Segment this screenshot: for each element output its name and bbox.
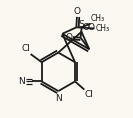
Text: S: S: [79, 20, 84, 29]
Text: O: O: [82, 23, 89, 32]
Text: O: O: [87, 23, 94, 32]
Text: N: N: [55, 94, 62, 103]
Text: Cl: Cl: [21, 44, 30, 53]
Text: CH₃: CH₃: [96, 24, 110, 33]
Text: O: O: [65, 33, 72, 42]
Text: CH₃: CH₃: [91, 14, 105, 23]
Text: O: O: [73, 7, 80, 16]
Text: Cl: Cl: [85, 90, 94, 99]
Text: N: N: [19, 77, 25, 86]
